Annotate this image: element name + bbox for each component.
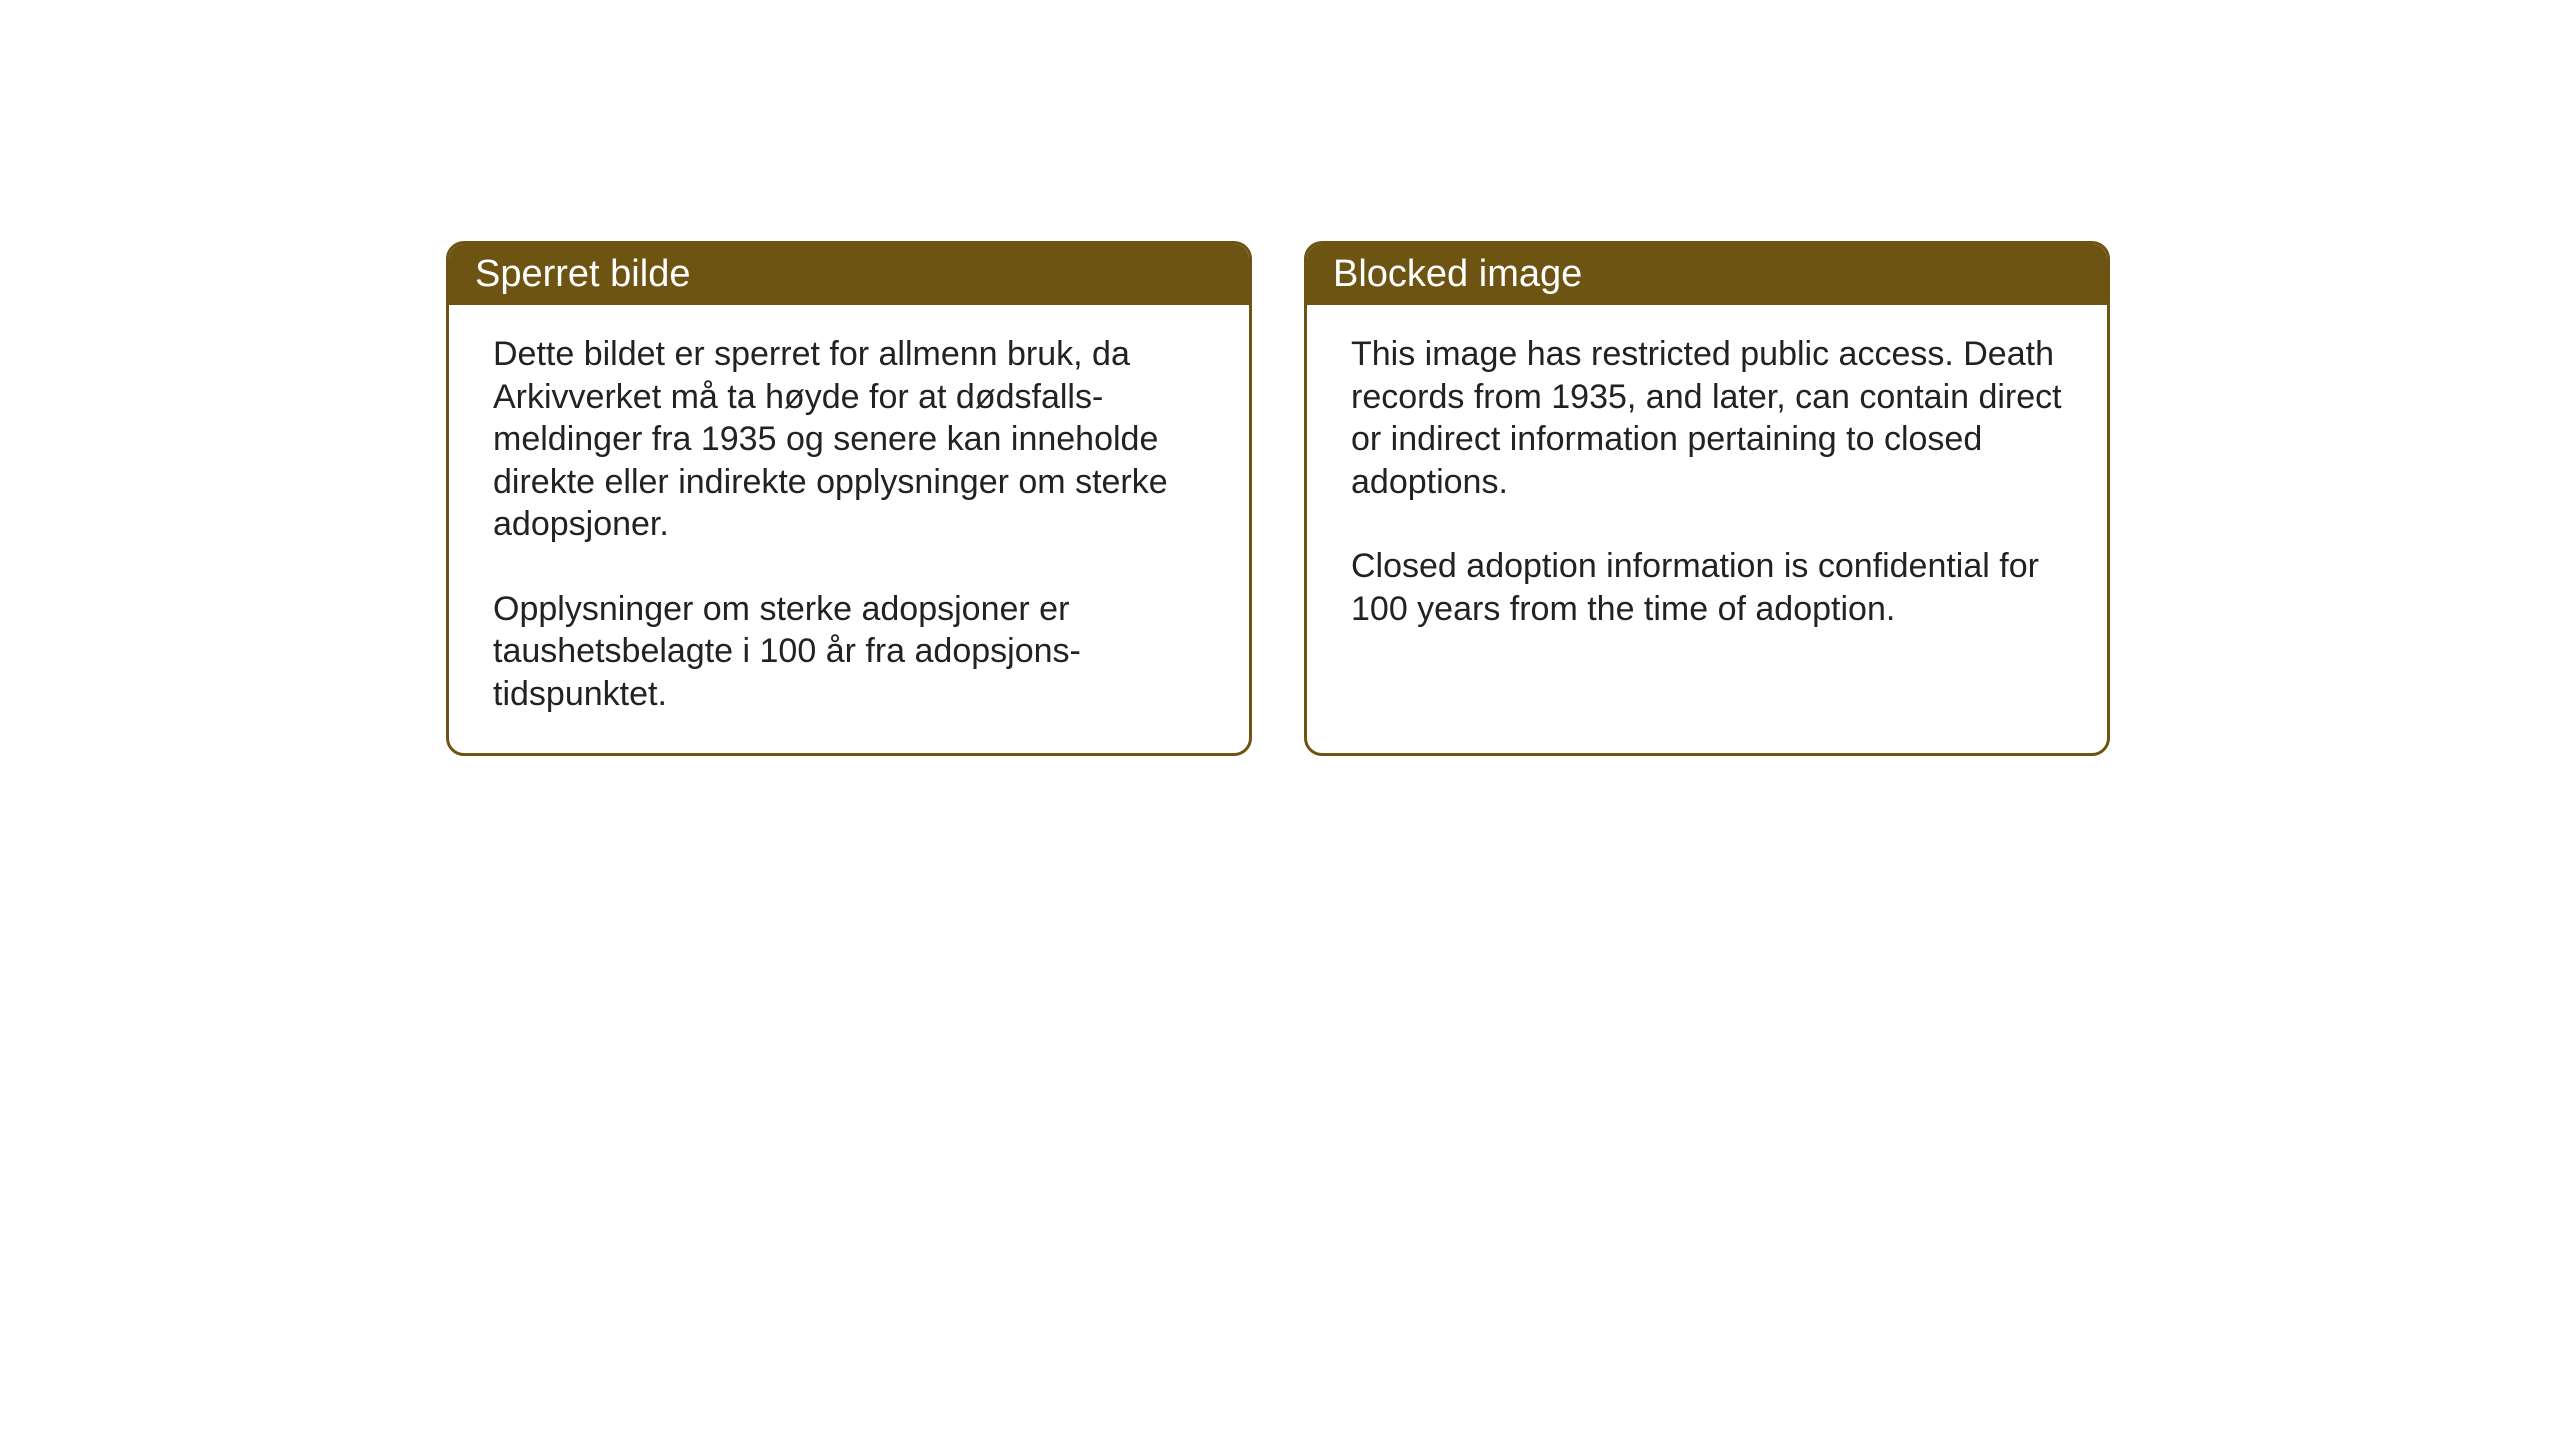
norwegian-card-body: Dette bildet er sperret for allmenn bruk… (449, 305, 1249, 753)
norwegian-info-card: Sperret bilde Dette bildet er sperret fo… (446, 241, 1252, 756)
english-info-card: Blocked image This image has restricted … (1304, 241, 2110, 756)
norwegian-paragraph-2: Opplysninger om sterke adopsjoner er tau… (493, 588, 1205, 716)
info-cards-container: Sperret bilde Dette bildet er sperret fo… (446, 241, 2110, 756)
english-paragraph-2: Closed adoption information is confident… (1351, 545, 2063, 630)
norwegian-card-title: Sperret bilde (449, 244, 1249, 305)
english-card-body: This image has restricted public access.… (1307, 305, 2107, 751)
english-paragraph-1: This image has restricted public access.… (1351, 333, 2063, 503)
norwegian-paragraph-1: Dette bildet er sperret for allmenn bruk… (493, 333, 1205, 546)
english-card-title: Blocked image (1307, 244, 2107, 305)
